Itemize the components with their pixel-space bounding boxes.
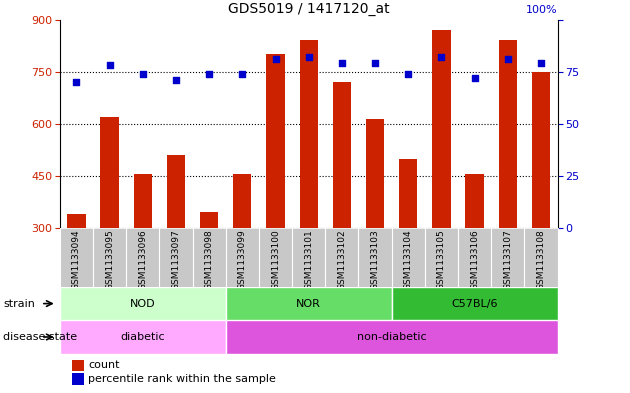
Text: GSM1133108: GSM1133108 [537,230,546,290]
Bar [226,287,392,320]
Bar [134,174,152,228]
Text: NOD: NOD [130,299,156,309]
Text: GSM1133107: GSM1133107 [503,230,512,290]
Bar [300,40,318,228]
Bar [226,320,558,354]
Text: GSM1133105: GSM1133105 [437,230,446,290]
Point [370,60,380,66]
Bar [333,82,351,228]
Point [105,62,115,69]
Text: count: count [88,360,120,371]
Text: GSM1133099: GSM1133099 [238,230,247,290]
Title: GDS5019 / 1417120_at: GDS5019 / 1417120_at [228,2,389,16]
Text: disease state: disease state [3,332,77,342]
Bar [432,30,450,228]
Text: GSM1133102: GSM1133102 [338,230,346,290]
Bar [60,320,226,354]
Point [138,71,148,77]
Bar [101,117,118,228]
Bar [67,214,86,228]
Text: strain: strain [3,299,35,309]
Point [337,60,347,66]
Point [171,77,181,83]
Point [304,54,314,60]
Text: GSM1133106: GSM1133106 [470,230,479,290]
Bar [366,119,384,228]
Text: GSM1133096: GSM1133096 [139,230,147,290]
Text: C57BL/6: C57BL/6 [451,299,498,309]
Text: GSM1133095: GSM1133095 [105,230,114,290]
Bar [167,155,185,228]
Text: GSM1133094: GSM1133094 [72,230,81,290]
Text: GSM1133097: GSM1133097 [171,230,180,290]
Text: diabetic: diabetic [120,332,165,342]
Bar [499,40,517,228]
Bar [233,174,251,228]
Point [238,71,248,77]
Point [403,71,413,77]
Bar [532,72,550,228]
Text: GSM1133104: GSM1133104 [404,230,413,290]
Point [536,60,546,66]
Text: GSM1133100: GSM1133100 [271,230,280,290]
Text: GSM1133103: GSM1133103 [370,230,379,290]
Point [469,75,479,81]
Text: GSM1133098: GSM1133098 [205,230,214,290]
Text: NOR: NOR [296,299,321,309]
Point [71,79,81,85]
Point [503,56,513,62]
Bar [200,212,218,228]
Text: non-diabetic: non-diabetic [357,332,427,342]
Bar [399,158,417,228]
Point [437,54,447,60]
Point [204,71,214,77]
Bar [266,54,285,228]
Bar [466,174,484,228]
Point [270,56,280,62]
Text: percentile rank within the sample: percentile rank within the sample [88,374,276,384]
Text: GSM1133101: GSM1133101 [304,230,313,290]
Bar [392,287,558,320]
Text: 100%: 100% [526,6,558,15]
Bar [60,287,226,320]
